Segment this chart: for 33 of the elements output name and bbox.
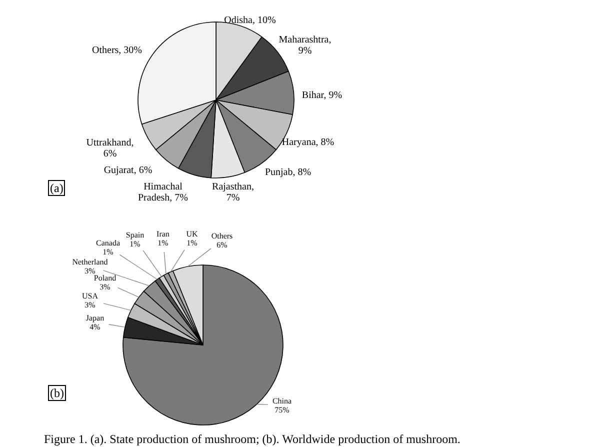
slice-label: Others, 30% xyxy=(92,44,142,56)
slice-label: Maharashtra, 9% xyxy=(278,34,332,56)
text: (b) xyxy=(48,385,66,401)
caption: Figure 1. (a). State production of mushroom; (b). Worldwide production of mushroom. xyxy=(44,432,460,446)
slice-label: Gujarat, 6% xyxy=(104,164,152,176)
data-label: 1% xyxy=(158,238,169,247)
data-label: 4% xyxy=(90,322,101,331)
slice-label: Poland xyxy=(94,273,116,282)
slice-label: Iran xyxy=(156,229,170,238)
data-label: 3% xyxy=(84,300,96,309)
slice-label: Spain xyxy=(126,230,144,239)
data-label: 3% xyxy=(100,282,111,291)
slice-label: Punjab, 8% xyxy=(264,166,312,178)
slice-label: Uttrakhand, 6% xyxy=(86,137,134,159)
data-label: 6% xyxy=(216,240,228,249)
slice-label: USA xyxy=(82,291,98,300)
slice-label: Odisha, 10% xyxy=(224,14,276,26)
slice-label: Canada xyxy=(96,238,120,247)
slice-label: Haryana, 8% xyxy=(282,136,334,148)
slice-label: Himachal Pradesh, 7% xyxy=(138,181,188,203)
data-label: 1% xyxy=(186,238,198,247)
slice-label: Others xyxy=(211,231,233,240)
slice-label: Bihar, 9% xyxy=(302,90,342,100)
data-label: 1% xyxy=(130,239,141,248)
slice-label: Netherland xyxy=(72,257,108,266)
data-label: 3% xyxy=(84,266,96,275)
slice-label: China xyxy=(272,396,292,405)
data-label: 75% xyxy=(274,405,290,414)
slice-label: Japan xyxy=(86,313,104,322)
slice-label: UK xyxy=(186,229,198,238)
text: (a) xyxy=(48,180,66,196)
slice-label: Rajasthan, 7% xyxy=(212,181,254,203)
data-label: 1% xyxy=(102,247,114,256)
